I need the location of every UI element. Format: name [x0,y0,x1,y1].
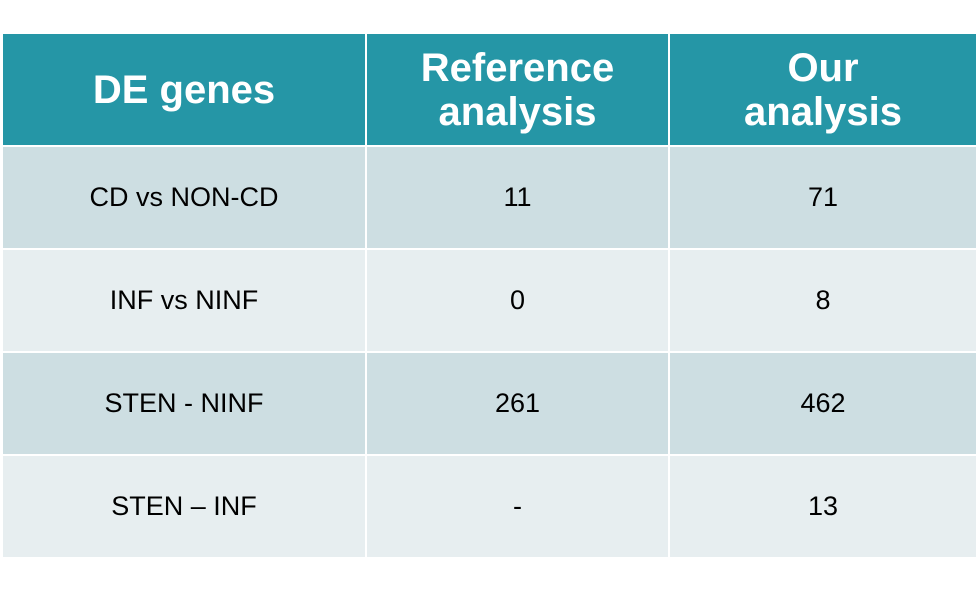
header-reference-line1: Reference [420,45,615,90]
header-reference-line2: analysis [438,89,597,134]
reference-count-cell: 0 [365,249,669,353]
table-row: CD vs NON-CD 11 71 [3,146,976,250]
our-count-cell: 462 [668,352,976,456]
header-de-genes-label: DE genes [92,67,276,112]
table-row: INF vs NINF 0 8 [3,249,976,353]
table-row: STEN - NINF 261 462 [3,352,976,456]
reference-count-cell: 11 [365,146,669,250]
header-our-line2: analysis [744,89,902,134]
header-our-line1: Our [787,45,859,90]
our-count-cell: 71 [668,146,976,250]
comparison-cell: CD vs NON-CD [3,146,366,250]
table-row: STEN – INF - 13 [3,455,976,557]
reference-count-cell: 261 [365,352,669,456]
header-reference-analysis: Reference analysis [365,34,669,147]
reference-count-cell: - [365,455,669,557]
our-count-cell: 8 [668,249,976,353]
de-genes-table: DE genes Reference analysis Our analysis… [3,34,976,557]
comparison-cell: STEN – INF [3,455,366,557]
header-row: DE genes Reference analysis Our analysis [3,34,976,147]
comparison-cell: STEN - NINF [3,352,366,456]
our-count-cell: 13 [668,455,976,557]
header-our-analysis: Our analysis [668,34,976,147]
header-de-genes: DE genes [3,34,366,147]
comparison-cell: INF vs NINF [3,249,366,353]
